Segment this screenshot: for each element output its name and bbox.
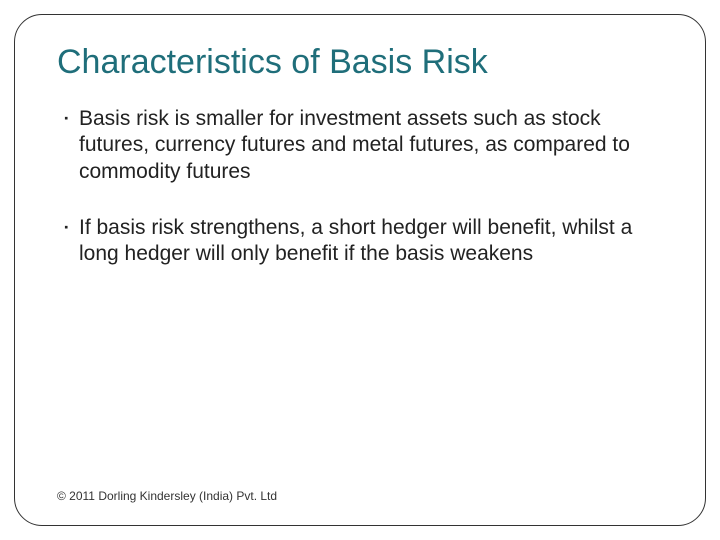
bullet-icon: ⠐ [57, 109, 70, 132]
slide-title: Characteristics of Basis Risk [57, 43, 663, 82]
bullet-text: Basis risk is smaller for investment ass… [79, 107, 630, 183]
bullet-icon: ⠐ [57, 218, 70, 241]
bullet-list: ⠐ Basis risk is smaller for investment a… [57, 106, 663, 267]
list-item: ⠐ If basis risk strengthens, a short hed… [57, 215, 663, 268]
copyright-footer: © 2011 Dorling Kindersley (India) Pvt. L… [57, 489, 277, 503]
slide-frame: Characteristics of Basis Risk ⠐ Basis ri… [14, 14, 706, 526]
list-item: ⠐ Basis risk is smaller for investment a… [57, 106, 663, 185]
bullet-text: If basis risk strengthens, a short hedge… [79, 216, 632, 265]
